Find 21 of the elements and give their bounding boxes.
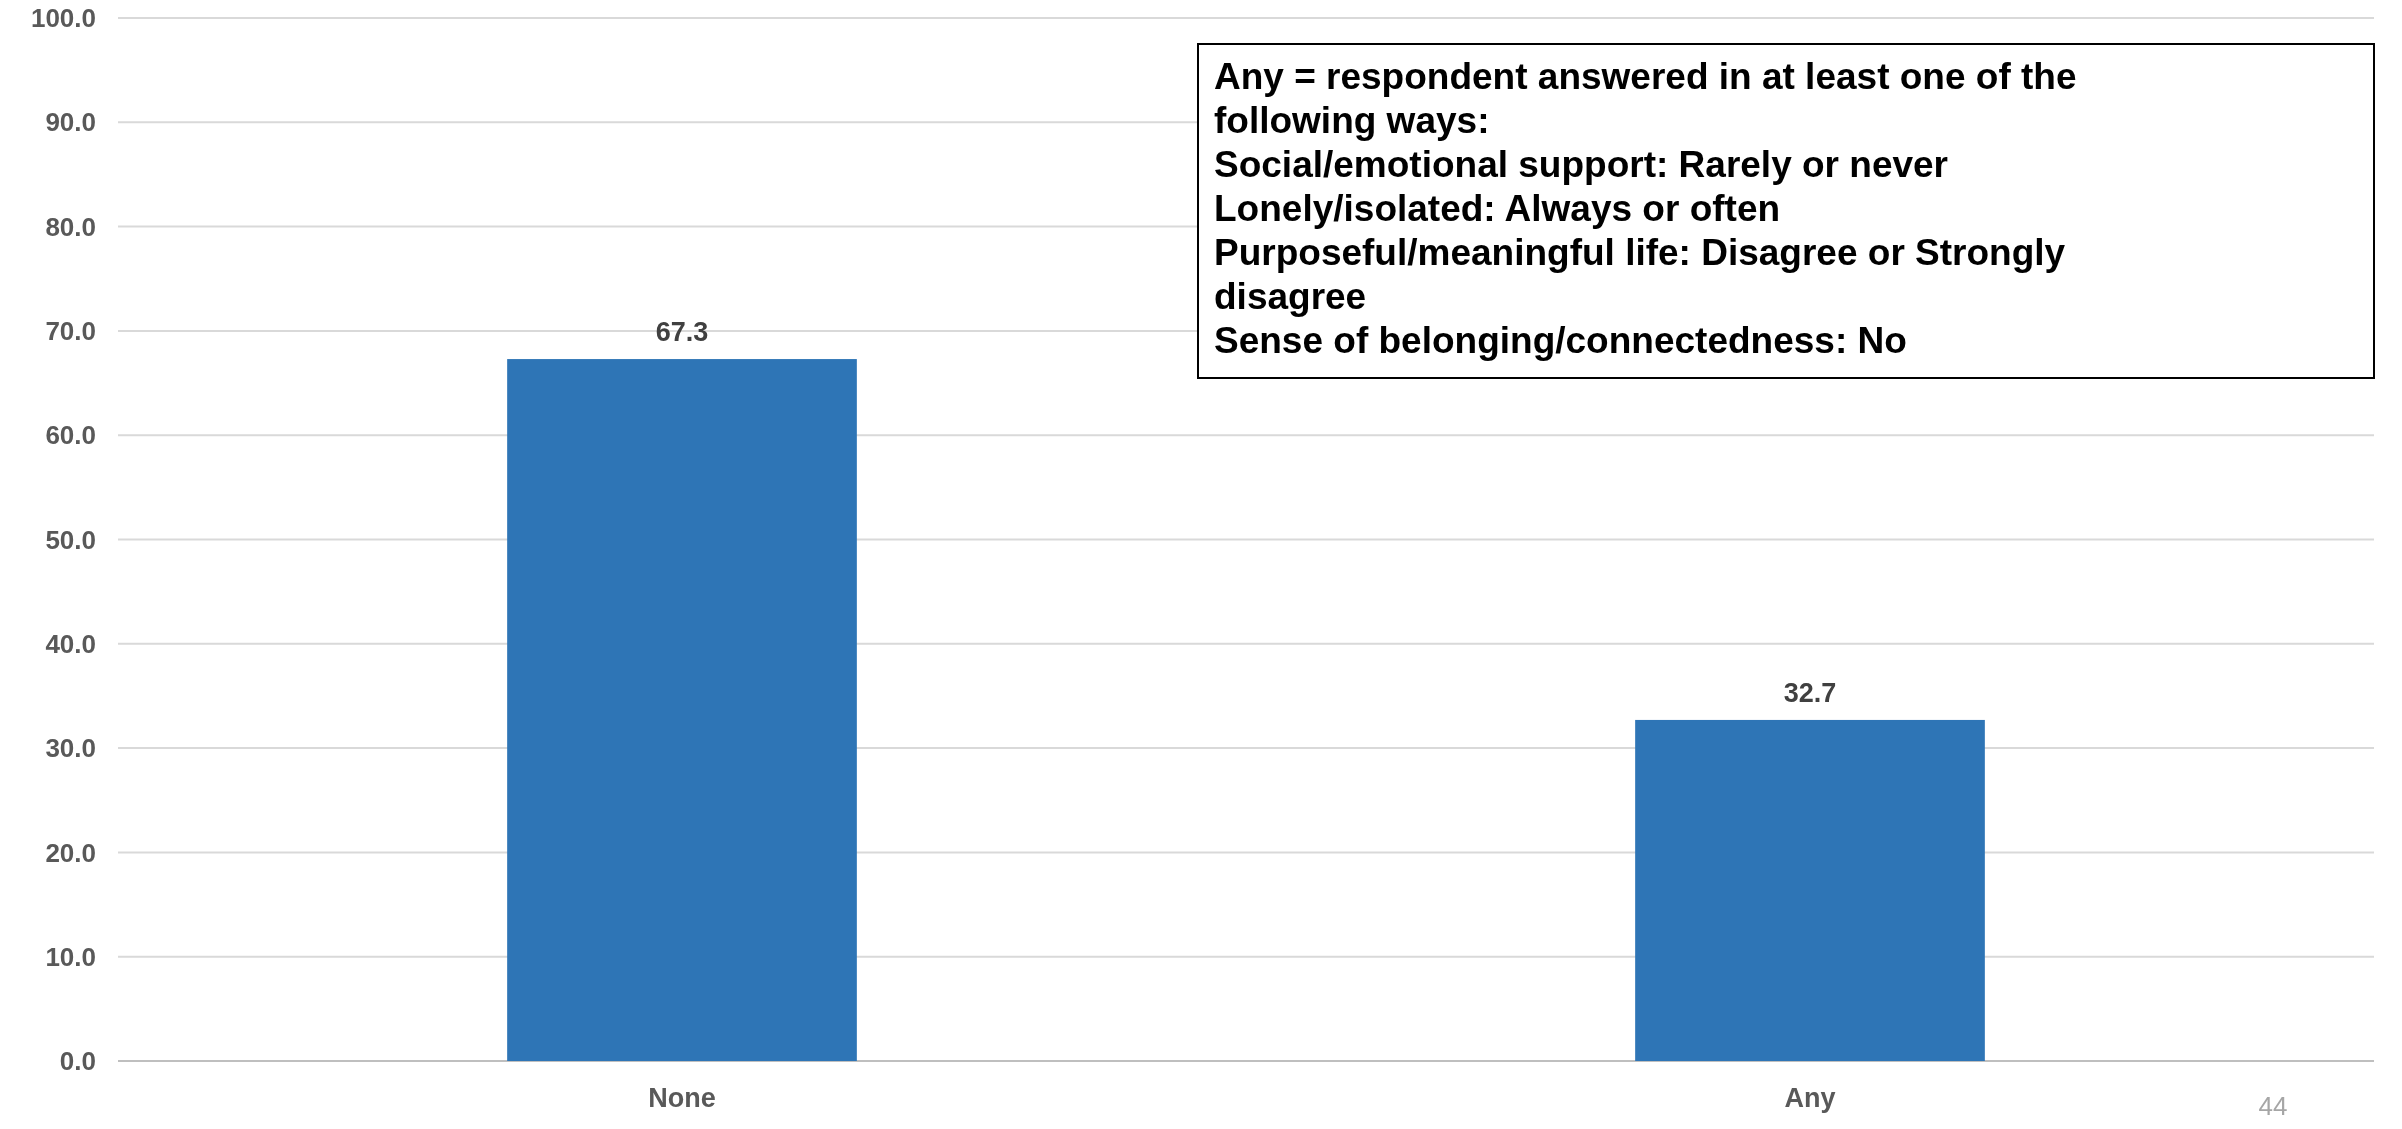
y-tick-label: 20.0 bbox=[45, 837, 96, 868]
y-tick-label: 60.0 bbox=[45, 420, 96, 451]
annotation: Any = respondent answered in at least one of the following ways: bbox=[1214, 56, 2077, 142]
y-tick-label: 40.0 bbox=[45, 628, 96, 659]
annotation: Lonely/isolated: Always or often bbox=[1214, 188, 1781, 230]
y-tick-label: 100.0 bbox=[30, 3, 96, 34]
x-tick-label: Any bbox=[1784, 1083, 1836, 1113]
y-tick-label: 70.0 bbox=[45, 316, 96, 346]
data-label: 67.3 bbox=[655, 317, 709, 348]
y-tick-label: 0.0 bbox=[59, 1046, 96, 1077]
y-tick-label: 30.0 bbox=[45, 733, 96, 764]
y-tick-label: 50.0 bbox=[45, 524, 96, 555]
text: 44 bbox=[2258, 1091, 2288, 1121]
y-tick-label: 90.0 bbox=[45, 107, 96, 138]
annotation: Purposeful/meaningful life: Disagree or Strongly disagree bbox=[1214, 232, 2066, 318]
x-tick-label: None bbox=[648, 1083, 716, 1113]
annotation: Social/emotional support: Rarely or never bbox=[1214, 144, 1949, 186]
annotation: Sense of belonging/connectedness: No bbox=[1214, 320, 1907, 362]
data-label: 32.7 bbox=[1783, 677, 1837, 708]
y-tick-label: 10.0 bbox=[45, 941, 96, 972]
y-tick-label: 80.0 bbox=[45, 211, 96, 242]
